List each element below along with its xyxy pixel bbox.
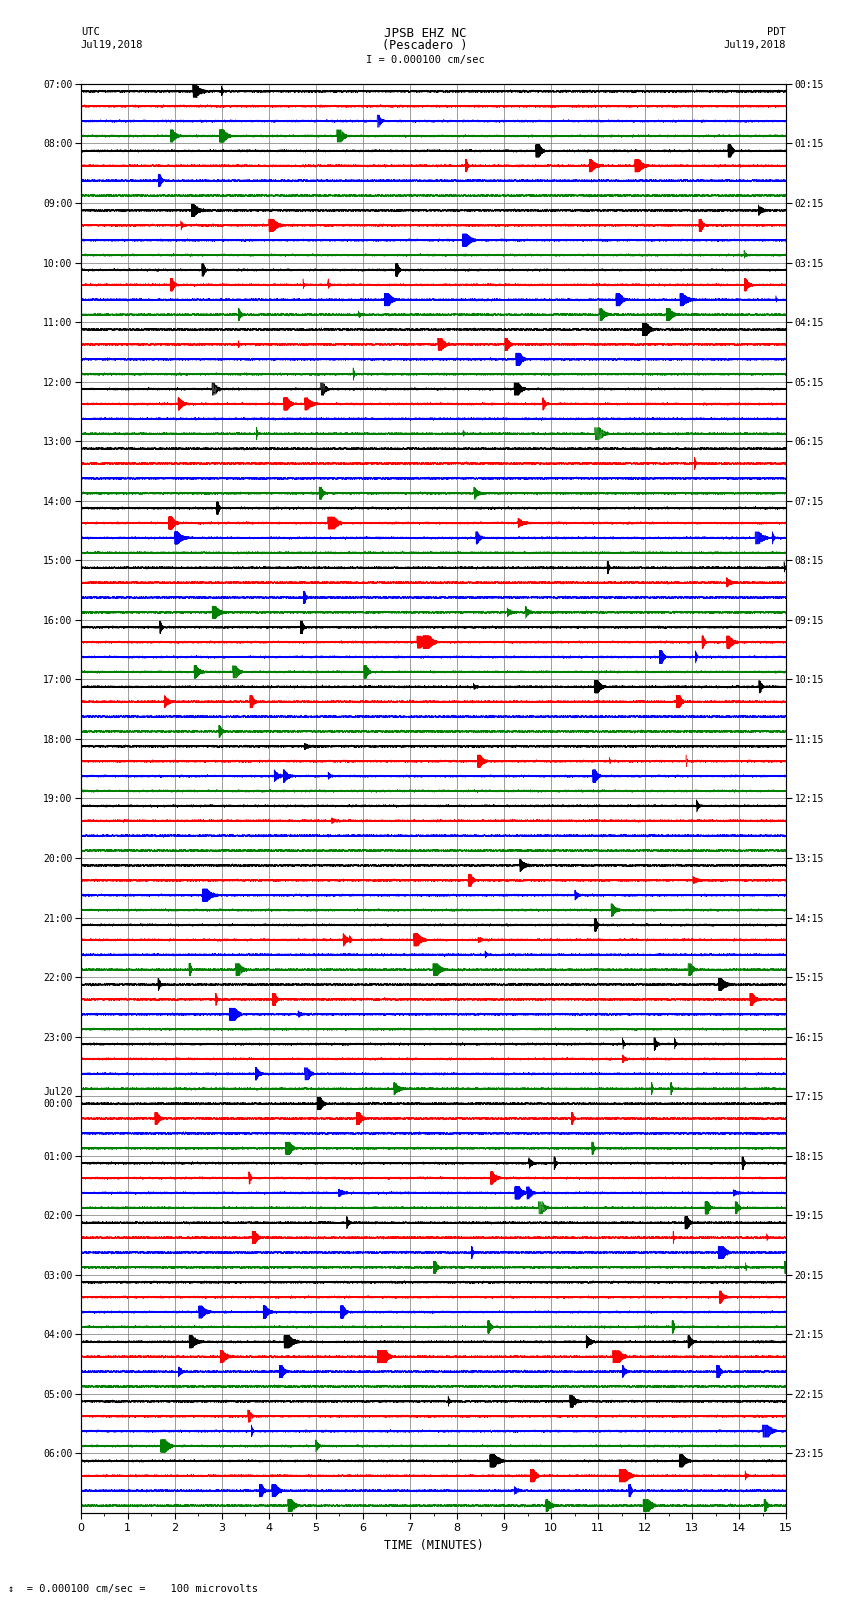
Text: Jul19,2018: Jul19,2018	[81, 40, 144, 50]
Text: Jul19,2018: Jul19,2018	[723, 40, 786, 50]
Text: PDT: PDT	[768, 27, 786, 37]
Text: (Pescadero ): (Pescadero )	[382, 39, 468, 52]
Text: I = 0.000100 cm/sec: I = 0.000100 cm/sec	[366, 55, 484, 65]
X-axis label: TIME (MINUTES): TIME (MINUTES)	[383, 1539, 484, 1552]
Text: UTC: UTC	[81, 27, 99, 37]
Text: JPSB EHZ NC: JPSB EHZ NC	[383, 26, 467, 39]
Text: ↕  = 0.000100 cm/sec =    100 microvolts: ↕ = 0.000100 cm/sec = 100 microvolts	[8, 1584, 258, 1594]
